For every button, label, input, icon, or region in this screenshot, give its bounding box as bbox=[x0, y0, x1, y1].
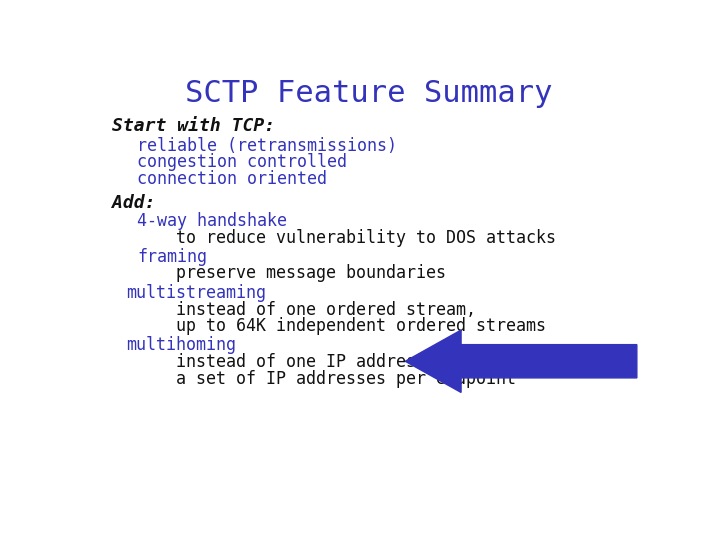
Text: up to 64K independent ordered streams: up to 64K independent ordered streams bbox=[176, 317, 546, 335]
Text: preserve message boundaries: preserve message boundaries bbox=[176, 265, 446, 282]
Text: instead of one ordered stream,: instead of one ordered stream, bbox=[176, 301, 477, 319]
Text: Start with TCP:: Start with TCP: bbox=[112, 117, 276, 135]
Text: to reduce vulnerability to DOS attacks: to reduce vulnerability to DOS attacks bbox=[176, 228, 557, 247]
Text: multistreaming: multistreaming bbox=[126, 284, 266, 302]
Text: congestion controlled: congestion controlled bbox=[138, 153, 348, 171]
Text: SCTP Feature Summary: SCTP Feature Summary bbox=[185, 79, 553, 109]
Text: instead of one IP address per endpoint: instead of one IP address per endpoint bbox=[176, 353, 557, 371]
Text: Add:: Add: bbox=[112, 194, 156, 212]
Polygon shape bbox=[405, 330, 637, 393]
Text: 4-way handshake: 4-way handshake bbox=[138, 212, 287, 231]
Text: connection oriented: connection oriented bbox=[138, 170, 328, 187]
Text: framing: framing bbox=[138, 248, 207, 266]
Text: reliable (retransmissions): reliable (retransmissions) bbox=[138, 137, 397, 155]
Text: multihoming: multihoming bbox=[126, 336, 236, 354]
Text: a set of IP addresses per endpoint: a set of IP addresses per endpoint bbox=[176, 369, 516, 388]
